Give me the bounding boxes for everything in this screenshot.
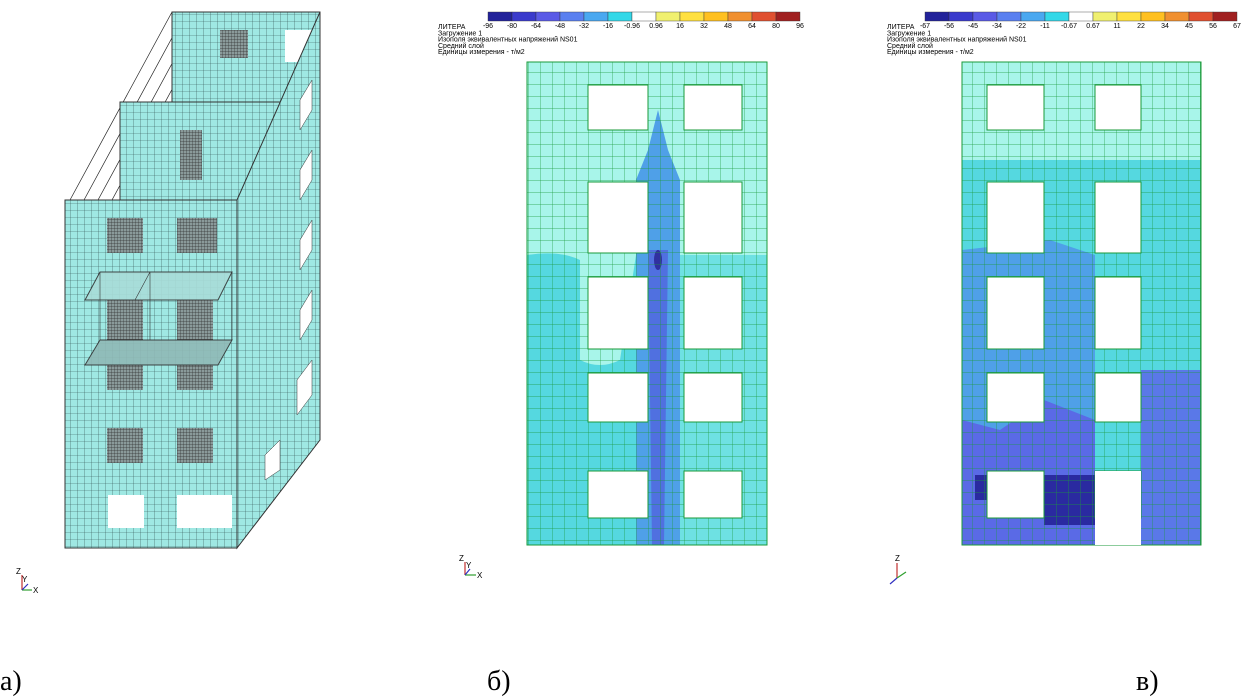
axis-icons — [22, 562, 906, 590]
scale-label: 0.96 — [649, 23, 663, 30]
scale-label: 96 — [796, 23, 804, 30]
window — [684, 182, 742, 253]
scale-cell — [776, 12, 800, 21]
window — [987, 373, 1044, 422]
scale-cell — [680, 12, 704, 21]
scale-label: -80 — [507, 23, 517, 30]
axis-label: Z — [16, 567, 21, 576]
scale-label: 34 — [1161, 23, 1169, 30]
window — [684, 471, 742, 518]
scale-cell — [752, 12, 776, 21]
scale-cell — [608, 12, 632, 21]
caption: в) — [1136, 666, 1159, 697]
scale-label: 11 — [1113, 23, 1120, 30]
window — [1095, 373, 1141, 422]
scale-cell — [1141, 12, 1165, 21]
scale-label: 22 — [1137, 23, 1145, 30]
scale-cell — [1093, 12, 1117, 21]
window — [1095, 182, 1141, 253]
scale-cell — [560, 12, 584, 21]
scale-label: -0.67 — [1061, 23, 1077, 30]
scale-label: -32 — [579, 23, 589, 30]
window — [987, 471, 1044, 518]
scale-label: -96 — [483, 23, 493, 30]
scale-label: -34 — [992, 23, 1002, 30]
scale-cell — [488, 12, 512, 21]
scale-label: 80 — [772, 23, 780, 30]
caption: а) — [0, 666, 22, 697]
scale-cell — [949, 12, 973, 21]
window — [1095, 277, 1141, 349]
scale-cell — [1021, 12, 1045, 21]
scale-cell — [973, 12, 997, 21]
axis-label: X — [33, 586, 39, 595]
scale-cell — [656, 12, 680, 21]
window — [588, 182, 648, 253]
scale-label: -67 — [920, 23, 930, 30]
stress-wall-c — [962, 62, 1201, 545]
window — [987, 277, 1044, 349]
scale-label: 64 — [748, 23, 756, 30]
scale-label: 45 — [1185, 23, 1193, 30]
caption: б) — [487, 666, 511, 697]
scale-cell — [925, 12, 949, 21]
window — [987, 85, 1044, 130]
stress-wall-b — [527, 62, 767, 545]
axis-label: X — [477, 571, 483, 580]
scale-label: -45 — [968, 23, 978, 30]
scale-label: -22 — [1016, 23, 1026, 30]
scale-cell — [632, 12, 656, 21]
window — [1095, 85, 1141, 130]
scale-label: 32 — [700, 23, 708, 30]
scale-cell — [512, 12, 536, 21]
scale-cell — [1045, 12, 1069, 21]
axis-label: Y — [22, 575, 28, 584]
window — [588, 373, 648, 422]
scale-label: -11 — [1040, 23, 1050, 30]
legend-header: Единицы измерения - т/м2 — [887, 49, 974, 56]
window — [588, 471, 648, 518]
scale-label: -0.96 — [624, 23, 640, 30]
axis-label: Y — [466, 561, 472, 570]
scale-label: 56 — [1209, 23, 1217, 30]
captions: а) б) в) — [0, 666, 1159, 697]
scale-label: 67 — [1233, 23, 1241, 30]
scale-label: -16 — [603, 23, 613, 30]
scale-cell — [1117, 12, 1141, 21]
scale-cell — [536, 12, 560, 21]
scale-cell — [1165, 12, 1189, 21]
scale-label: 48 — [724, 23, 732, 30]
legend-header: Единицы измерения - т/м2 — [438, 49, 525, 56]
scale-cell — [704, 12, 728, 21]
scale-label: -56 — [944, 23, 954, 30]
scale-label: -48 — [555, 23, 565, 30]
window — [987, 182, 1044, 253]
window — [684, 277, 742, 349]
scale-cell — [584, 12, 608, 21]
figure: а) б) в) Z Y X Z Y X Z ЛИТЕРАЗагружение … — [0, 0, 1246, 697]
scale-label: 0.67 — [1086, 23, 1100, 30]
axis-label: Z — [895, 554, 900, 563]
window — [684, 85, 742, 130]
window — [588, 85, 648, 130]
scale-label: -64 — [531, 23, 541, 30]
scale-cell — [1189, 12, 1213, 21]
scale-cell — [1213, 12, 1237, 21]
building-3d — [65, 12, 320, 548]
window — [588, 277, 648, 349]
axis-label: Z — [459, 554, 464, 563]
scale-label: 16 — [676, 23, 684, 30]
scale-cell — [997, 12, 1021, 21]
window — [684, 373, 742, 422]
scale-cell — [728, 12, 752, 21]
scale-cell — [1069, 12, 1093, 21]
